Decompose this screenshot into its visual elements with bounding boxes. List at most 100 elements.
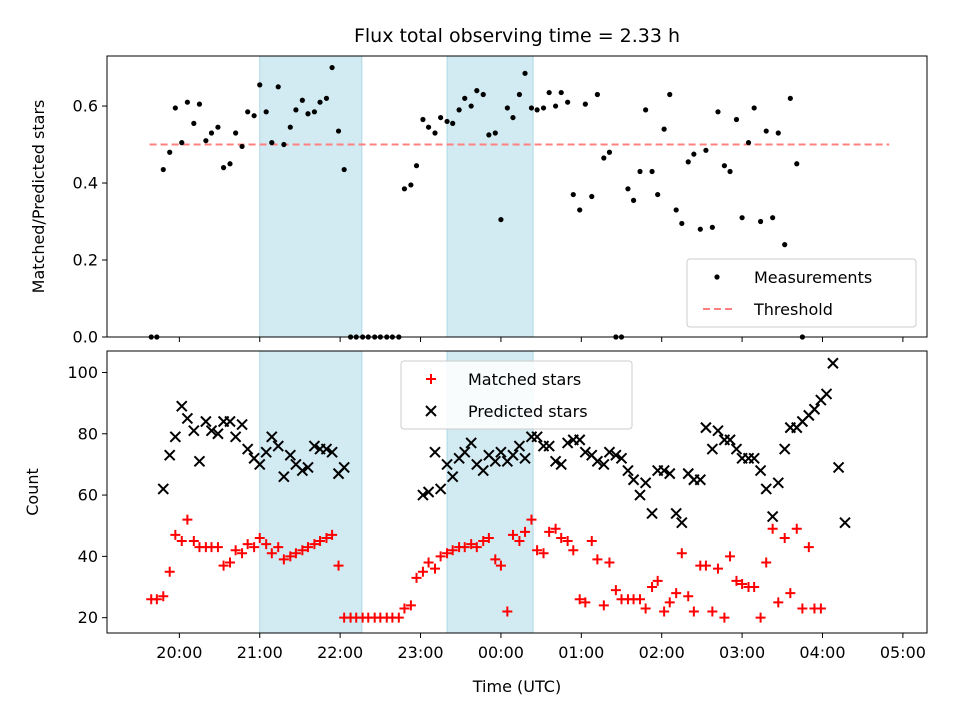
data-point — [528, 105, 535, 111]
data-point — [610, 449, 622, 461]
data-point — [490, 554, 501, 565]
data-point — [478, 536, 489, 547]
data-point — [169, 431, 182, 443]
data-point — [278, 554, 289, 565]
data-point — [266, 431, 278, 443]
bottom-panel: 20 40 60 80 100 20:00 21:00 22:00 23:00 00:00 01:0… — [23, 350, 928, 662]
data-point — [196, 101, 203, 107]
data-point — [754, 464, 767, 477]
data-point — [447, 545, 458, 556]
data-point — [622, 464, 634, 477]
data-point — [296, 464, 309, 477]
data-point — [429, 446, 441, 458]
data-point — [635, 594, 645, 605]
data-point — [275, 84, 281, 90]
data-point — [261, 539, 272, 550]
legend-marker-predicted — [425, 405, 437, 417]
data-point — [157, 483, 169, 495]
data-point — [420, 116, 426, 123]
data-point — [592, 554, 603, 565]
data-point — [281, 141, 287, 148]
data-point — [393, 612, 404, 623]
data-point — [540, 105, 547, 111]
data-point — [580, 597, 591, 608]
data-point — [676, 516, 688, 529]
data-point — [205, 424, 218, 437]
data-point — [691, 151, 697, 157]
data-point — [579, 446, 592, 458]
data-point — [808, 403, 821, 415]
data-point — [550, 523, 561, 534]
data-point — [308, 440, 321, 452]
legend-label: Measurements — [754, 268, 872, 287]
data-point — [333, 560, 344, 571]
data-point — [260, 446, 272, 458]
data-point — [176, 536, 187, 547]
data-point — [263, 109, 269, 115]
data-point — [761, 557, 772, 568]
data-point — [627, 474, 640, 486]
data-point — [604, 557, 615, 568]
legend-label: Threshold — [753, 300, 833, 319]
x-tick-label: 04:00 — [799, 643, 845, 662]
data-point — [719, 612, 730, 623]
data-point — [709, 224, 715, 230]
data-point — [603, 446, 616, 458]
data-point — [519, 452, 531, 464]
data-point — [408, 182, 414, 188]
data-point — [760, 483, 772, 495]
data-point — [158, 591, 169, 602]
data-point — [254, 458, 266, 471]
x-tick-label: 22:00 — [317, 643, 363, 662]
data-point — [664, 597, 675, 608]
data-point — [794, 161, 800, 167]
data-point — [309, 539, 320, 550]
data-point — [712, 424, 724, 437]
x-tick-label: 23:00 — [397, 643, 443, 662]
data-point — [615, 452, 628, 464]
data-point — [707, 606, 718, 617]
data-point — [495, 446, 507, 458]
data-point — [239, 143, 245, 150]
data-point — [598, 458, 610, 471]
data-point — [315, 536, 326, 547]
data-point — [766, 510, 779, 523]
x-tick-label: 00:00 — [478, 643, 524, 662]
data-point — [748, 452, 760, 464]
data-point — [249, 542, 260, 553]
data-point — [468, 103, 474, 109]
data-point — [725, 551, 736, 562]
data-point — [779, 532, 790, 543]
data-point — [413, 163, 420, 169]
data-point — [683, 591, 694, 602]
data-point — [212, 542, 223, 553]
data-point — [827, 357, 839, 369]
data-point — [751, 105, 757, 111]
data-point — [278, 470, 290, 483]
data-point — [797, 603, 808, 614]
data-point — [233, 130, 239, 136]
data-point — [516, 91, 523, 98]
data-point — [757, 218, 764, 225]
data-point — [610, 585, 621, 596]
data-point — [444, 118, 450, 125]
data-point — [770, 215, 776, 221]
data-point — [670, 507, 682, 520]
data-point — [639, 477, 652, 489]
data-point — [745, 140, 752, 146]
data-point — [546, 89, 552, 96]
data-point — [513, 440, 526, 452]
data-point — [432, 130, 438, 136]
plot-frame — [106, 350, 928, 634]
data-point — [498, 216, 504, 223]
data-point — [293, 107, 299, 113]
x-tick-label: 20:00 — [156, 643, 202, 662]
data-point — [775, 130, 781, 136]
data-point — [160, 166, 166, 173]
data-point — [643, 107, 649, 113]
x-tick-label: 03:00 — [719, 643, 765, 662]
data-point — [598, 600, 609, 611]
data-point — [495, 560, 506, 571]
data-point — [285, 551, 296, 562]
data-point — [731, 575, 742, 586]
